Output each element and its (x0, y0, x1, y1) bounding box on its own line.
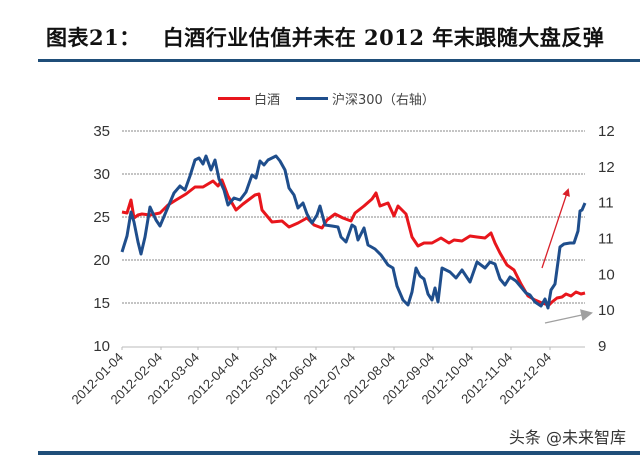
svg-text:20: 20 (93, 252, 110, 269)
svg-text:10: 10 (598, 266, 615, 283)
legend-item-hs300: 沪深300（右轴） (296, 89, 435, 108)
svg-text:10: 10 (598, 302, 615, 319)
title-rule (38, 59, 640, 62)
series-baijiu-line (121, 178, 586, 307)
gray-flat-arrow-annotation (544, 309, 593, 324)
bottom-rule (38, 451, 640, 455)
legend-swatch-red (218, 97, 250, 100)
svg-text:15: 15 (93, 295, 110, 312)
left-axis-ticks: 35 30 25 20 15 10 (93, 123, 110, 355)
svg-text:9: 9 (598, 338, 606, 355)
legend-item-baijiu: 白酒 (218, 89, 280, 108)
figure-number: 图表21： (46, 25, 141, 50)
chart-legend: 白酒 沪深300（右轴） (218, 89, 451, 108)
svg-text:25: 25 (93, 209, 110, 226)
svg-text:11: 11 (598, 231, 614, 248)
x-axis: 2012-01-042012-02-042012-03-042012-04-04… (68, 346, 585, 407)
svg-text:30: 30 (93, 166, 110, 183)
svg-text:10: 10 (93, 338, 110, 355)
right-axis-ticks: 12 12 11 11 10 10 9 (598, 123, 615, 355)
legend-label: 沪深300（右轴） (332, 93, 435, 108)
series-hs300-line (120, 154, 587, 310)
figure-title-text: 白酒行业估值并未在 2012 年末跟随大盘反弹 (162, 25, 605, 50)
svg-text:11: 11 (598, 195, 614, 212)
figure-title: 图表21： 白酒行业估值并未在 2012 年末跟随大盘反弹 (46, 22, 604, 52)
svg-text:12: 12 (598, 123, 615, 140)
watermark: 头条 @未来智库 (508, 428, 626, 447)
red-up-arrow-annotation (541, 188, 570, 269)
legend-swatch-blue (296, 97, 329, 100)
svg-text:12: 12 (598, 159, 615, 176)
legend-label: 白酒 (254, 93, 281, 108)
svg-text:35: 35 (93, 123, 110, 140)
